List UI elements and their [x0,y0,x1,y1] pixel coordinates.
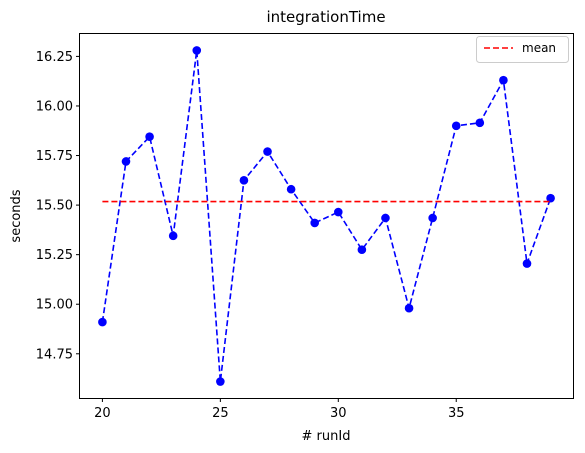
data-point [98,317,107,327]
data-point [145,132,154,141]
y-tick-label: 15.75 [36,149,73,164]
data-point [121,157,131,166]
plot-frame [79,33,574,399]
data-point [451,121,461,131]
data-point [404,303,414,313]
x-tick-label: 25 [212,406,229,421]
y-axis: 14.75 15.00 15.25 15.50 15.75 16.00 16.25 [36,50,80,362]
data-point [263,147,272,156]
legend: mean [476,36,569,63]
y-tick-label: 15.00 [36,298,73,313]
data-point [216,377,225,386]
data-point [546,193,555,203]
chart-title: integrationTime [266,8,385,26]
data-point [239,176,249,185]
plot-layer [98,46,555,386]
data-point [357,245,367,255]
data-point [192,46,202,55]
x-axis: 20 25 30 35 [94,398,465,421]
x-axis-label: # runId [302,429,351,444]
y-tick-label: 15.50 [36,199,73,214]
x-tick-label: 35 [448,406,465,421]
y-axis-label: seconds [9,189,24,242]
x-tick-label: 20 [94,406,111,421]
y-tick-label: 15.25 [36,248,73,263]
y-tick-label: 16.25 [36,50,73,65]
series-line [101,50,552,382]
y-tick-label: 14.75 [36,347,73,362]
data-point [286,184,296,194]
y-tick-label: 16.00 [36,99,73,114]
legend-mean-label: mean [522,41,556,55]
data-point [428,213,437,223]
legend-box [476,36,569,63]
data-point [333,207,343,217]
data-point [522,259,532,268]
data-point [499,75,508,85]
data-point [475,118,485,128]
data-point [168,231,178,241]
data-point [381,213,390,223]
x-tick-label: 30 [330,406,347,421]
data-point [310,218,320,228]
